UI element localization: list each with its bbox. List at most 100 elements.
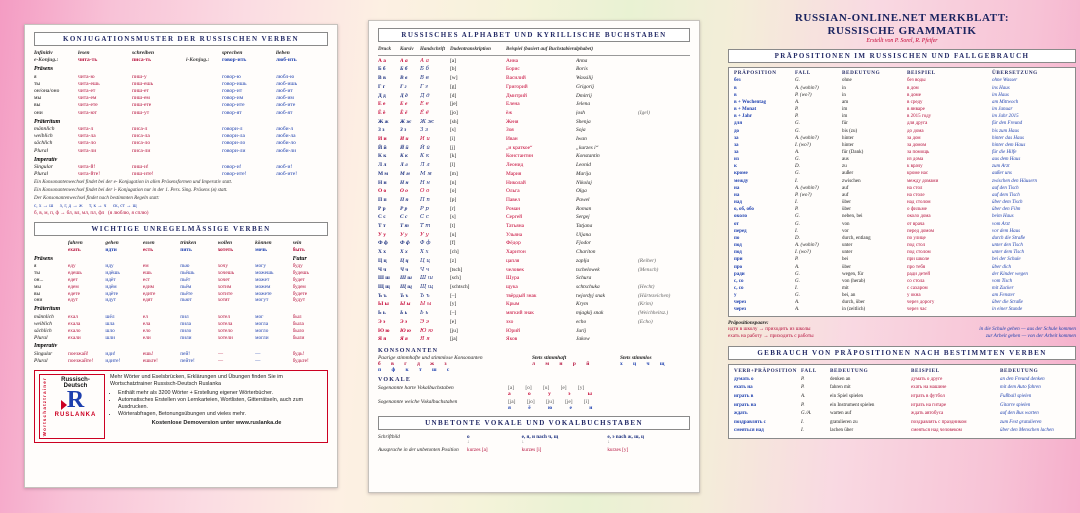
meaning: außer [842, 171, 854, 177]
row-label: Plural [34, 171, 49, 178]
translation: über die Straße [992, 300, 1023, 306]
form-trinken [180, 256, 215, 264]
example-transliteration: Nikolaj [576, 179, 592, 186]
irregular-row: они едут идут едят пьют хотят могут буду… [34, 297, 328, 304]
alphabet-row: Б б Б б Б б [b] Борис Boris [378, 65, 690, 74]
column-header: VERB+PRÄPOSITION [734, 368, 797, 375]
example-gloss [638, 196, 690, 205]
case: I. (wo?) [795, 142, 811, 148]
meaning: in [842, 85, 846, 91]
case: A. [795, 99, 800, 105]
letter-handwriting: А а [420, 57, 430, 64]
note-i-konjugation: Ein Konsonantenwechsel findet bei der i-… [34, 187, 228, 193]
pair-line: ехать на работу → приходить с работы zur… [728, 333, 1076, 341]
preposition: на [734, 185, 740, 191]
verb-row: смеяться над I. lachen über смеяться над… [734, 427, 1070, 436]
preposition-row: через A. in (zeitlich) через час in eine… [734, 306, 1070, 313]
meaning: hinter [842, 142, 854, 148]
letter-print: В в [378, 75, 386, 82]
row-label: männlich [34, 126, 55, 133]
example-gloss [638, 335, 690, 344]
meaning: zwischen [842, 178, 861, 184]
example: поздравлять с праздником [911, 419, 967, 425]
letter-transcription: [schtsch] [450, 283, 470, 290]
alphabet-row: С с С с С с [s] Сергей Sergej [378, 213, 690, 222]
form-sein [293, 343, 328, 351]
conjugation-row: Präteritum [34, 119, 328, 127]
meaning: denken an [830, 376, 851, 382]
letter-handwriting: П п [420, 196, 430, 203]
form-gehen [105, 306, 140, 314]
form-trinken: пьют [180, 297, 192, 304]
form-sprechen: говор-им [222, 95, 244, 102]
example: в дом [907, 85, 919, 91]
form-trinken: пила [180, 320, 191, 327]
example-word: „и краткое“ [506, 144, 533, 151]
form-schreiben: писа-ла [132, 133, 150, 140]
example-transliteration: Konstantin [576, 153, 600, 160]
verb-preposition: думать о [734, 376, 754, 382]
preposition-row: около G. neben, bei около дома beim Haus [734, 213, 1070, 220]
form-essen: ела [142, 320, 151, 327]
case: A. (wohin?) [795, 185, 819, 191]
letter-handwriting: С с [420, 214, 429, 221]
letter-italic: Ю ю [400, 327, 411, 334]
note-rules-intro: Der Konsonantenwechsel findet nach besti… [34, 195, 160, 201]
row-label: мы [34, 95, 42, 102]
form-koennen [255, 343, 290, 351]
form-trinken [180, 306, 215, 314]
translation: für die Hilfe [992, 150, 1017, 155]
letter-transcription: [jo] [450, 109, 458, 116]
form-sprechen: говор-ите! [222, 171, 247, 178]
form-wollen [218, 256, 253, 264]
case: I. [795, 228, 798, 234]
irregular-row: sächlich ехало шло ело пило хотело могло… [34, 328, 328, 335]
translation: am Fenster [992, 293, 1015, 299]
example-word: Мария [506, 170, 522, 177]
form-schreiben: пиш-ем [132, 95, 150, 102]
example: от врача [907, 221, 925, 227]
letter-italic: П п [400, 196, 409, 203]
irregular-header-german: fahren gehen essen trinken wollen können… [68, 239, 302, 246]
form-essen: ешь! [142, 350, 154, 357]
example: из дома [907, 157, 924, 163]
row-label: вы [34, 102, 41, 109]
logo-line-deutsch: Deutsch [63, 382, 88, 389]
meaning: bis (zu) [842, 128, 858, 134]
letter-handwriting: Ё ё [420, 109, 429, 116]
example-word: эхо [506, 318, 514, 325]
always-voiceless-label: Stets stimmlos [620, 354, 652, 361]
preposition-row: в P. (wo?) in в доме im Haus [734, 92, 1070, 99]
letter-transcription: [r] [450, 205, 456, 212]
translation: am Mittwoch [992, 99, 1019, 105]
letter-italic: Д д [400, 92, 408, 99]
verb-row: думать о P. denken an думать о друге an … [734, 376, 1070, 385]
conjugation-row: я чита-ю пиш-у говор-ю любл-ю [34, 74, 328, 81]
letter-print: Ь ь [378, 310, 386, 317]
translation: beim Haus [992, 214, 1014, 220]
example-word: Ульяна [506, 231, 523, 238]
letter-handwriting: Г г [420, 83, 429, 90]
case: P. [801, 376, 805, 382]
form-fahren [68, 343, 103, 351]
row-label: Imperativ [34, 343, 58, 350]
form-trinken: пило [180, 327, 192, 334]
letter-print: Т т [378, 223, 386, 230]
alphabet-header: Druck Kursiv Handschrift Dudentranskript… [378, 46, 690, 56]
letter-handwriting: Э э [420, 318, 429, 325]
example: для друга [907, 121, 928, 127]
example: смеяться над человеком [911, 428, 962, 434]
preposition-row: с, со I. mit с сахаром mit Zucker [734, 285, 1070, 292]
example: через час [907, 307, 927, 313]
meaning: auf [842, 185, 849, 191]
irregular-header-russian: ехать идти есть пить хотеть мочь быть [68, 246, 305, 253]
preposition-row: про A. über про тебя über dich [734, 264, 1070, 271]
down-arrow-icon: ↓ [467, 439, 470, 445]
form-fahren: едет [68, 276, 78, 283]
letter-transcription: [–] [450, 310, 457, 317]
demo-url[interactable]: Kostenlose Demoversion unter www.ruslank… [151, 419, 282, 426]
case: P. [795, 257, 799, 263]
letter-handwriting: Ь ь [420, 310, 429, 317]
form-sein: будут [292, 297, 306, 304]
letter-handwriting: Й й [420, 144, 430, 151]
